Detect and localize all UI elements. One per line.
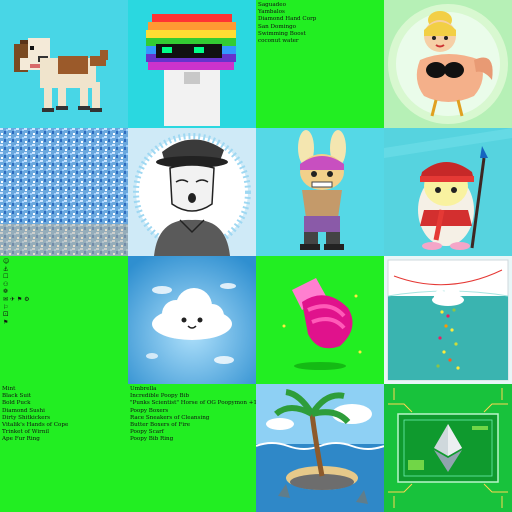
attribute-line: Bold Puck <box>2 400 31 407</box>
pink-glove-image <box>282 278 362 370</box>
attribute-line: coconut water <box>258 38 299 45</box>
attribute-line: "Punks Scientist" Horse of OG Poopymon +… <box>130 400 256 407</box>
rain-cloud-image <box>387 259 509 381</box>
attribute-line: Mint <box>2 386 16 392</box>
attribute-icon-line: ⚀ <box>3 311 9 319</box>
chicken-lady-image <box>388 4 508 124</box>
attribute-line: Dirty Shitkickers <box>2 414 51 421</box>
attribute-line: Diamond Sushi <box>2 407 45 414</box>
attributes-icon-list: ☺ ⚓ ☐ ⚇ ❁ ✉ ✈ ⚑ ⚙ ⚐ ⚀ ⚑ <box>0 256 128 384</box>
island-tile[interactable] <box>256 384 384 512</box>
attribute-line: Race Sneakers of Cleansing <box>130 414 210 421</box>
attribute-line: Diamond Hand Corp <box>258 16 317 23</box>
pilot-girl-tile[interactable] <box>128 128 256 256</box>
pixel-dog-image <box>14 38 108 112</box>
attribute-icon-line: ✉ ✈ ⚑ ⚙ <box>3 295 30 303</box>
attribute-line: Umbrella <box>130 386 157 392</box>
circuit-tile[interactable] <box>384 384 512 512</box>
chicken-tile[interactable] <box>384 0 512 128</box>
attribute-line: Ape Fur Ring <box>2 436 40 443</box>
attribute-line: Swimming Boost <box>258 30 306 37</box>
attribute-line: Black Suit <box>2 393 32 400</box>
attribute-line: Incredible Poopy Bib <box>130 393 190 400</box>
circuit-eth-image <box>384 384 512 512</box>
attribute-line: Trinket of Wirnil <box>2 429 50 436</box>
attribute-line: Saguadeo <box>258 2 286 8</box>
rainbow-head-image <box>146 14 236 126</box>
dog-tile[interactable] <box>0 0 128 128</box>
glove-tile[interactable] <box>256 256 384 384</box>
attribute-line: Yambalos <box>258 9 285 16</box>
penguin-tile[interactable] <box>384 128 512 256</box>
bunny-hero-image <box>298 130 346 250</box>
penguin-warrior-image <box>384 128 512 256</box>
smiling-cloud-image <box>128 256 256 384</box>
attribute-icon-line: ❁ <box>3 288 9 296</box>
attributes-list-3: Umbrella Incredible Poopy Bib "Punks Sci… <box>128 384 256 512</box>
glitter-texture-image <box>0 128 128 256</box>
pilot-girl-image <box>133 133 251 256</box>
noise-tile[interactable] <box>0 128 128 256</box>
attribute-line: Poopy Scarf <box>130 429 164 436</box>
attribute-icon-line: ⚐ <box>3 303 9 311</box>
attribute-icon-line: ☺ <box>3 258 10 265</box>
palm-island-image <box>256 384 384 512</box>
attributes-list-1: Saguadeo Yambalos Diamond Hand Corp San … <box>256 0 384 128</box>
attribute-icon-line: ⚓ <box>3 265 9 273</box>
attributes-list-2: Mint Black Suit Bold Puck Diamond Sushi … <box>0 384 128 512</box>
attribute-line: Vitalik's Hands of Cope <box>2 422 69 429</box>
attribute-icon-line: ☐ <box>3 273 9 281</box>
attribute-icon-line: ⚇ <box>3 280 9 288</box>
attribute-icon-line: ⚑ <box>3 318 9 326</box>
attribute-line: Butter Boxers of Fire <box>130 422 191 429</box>
bunny-tile[interactable] <box>256 128 384 256</box>
attribute-line: Poopy Boxers <box>130 407 169 414</box>
attribute-line: San Domingo <box>258 23 297 30</box>
rainbow-head-tile[interactable] <box>128 0 256 128</box>
rain-cloud-tile[interactable] <box>384 256 512 384</box>
cloud-tile[interactable] <box>128 256 256 384</box>
attribute-line: Poopy Bib Ring <box>130 436 174 443</box>
